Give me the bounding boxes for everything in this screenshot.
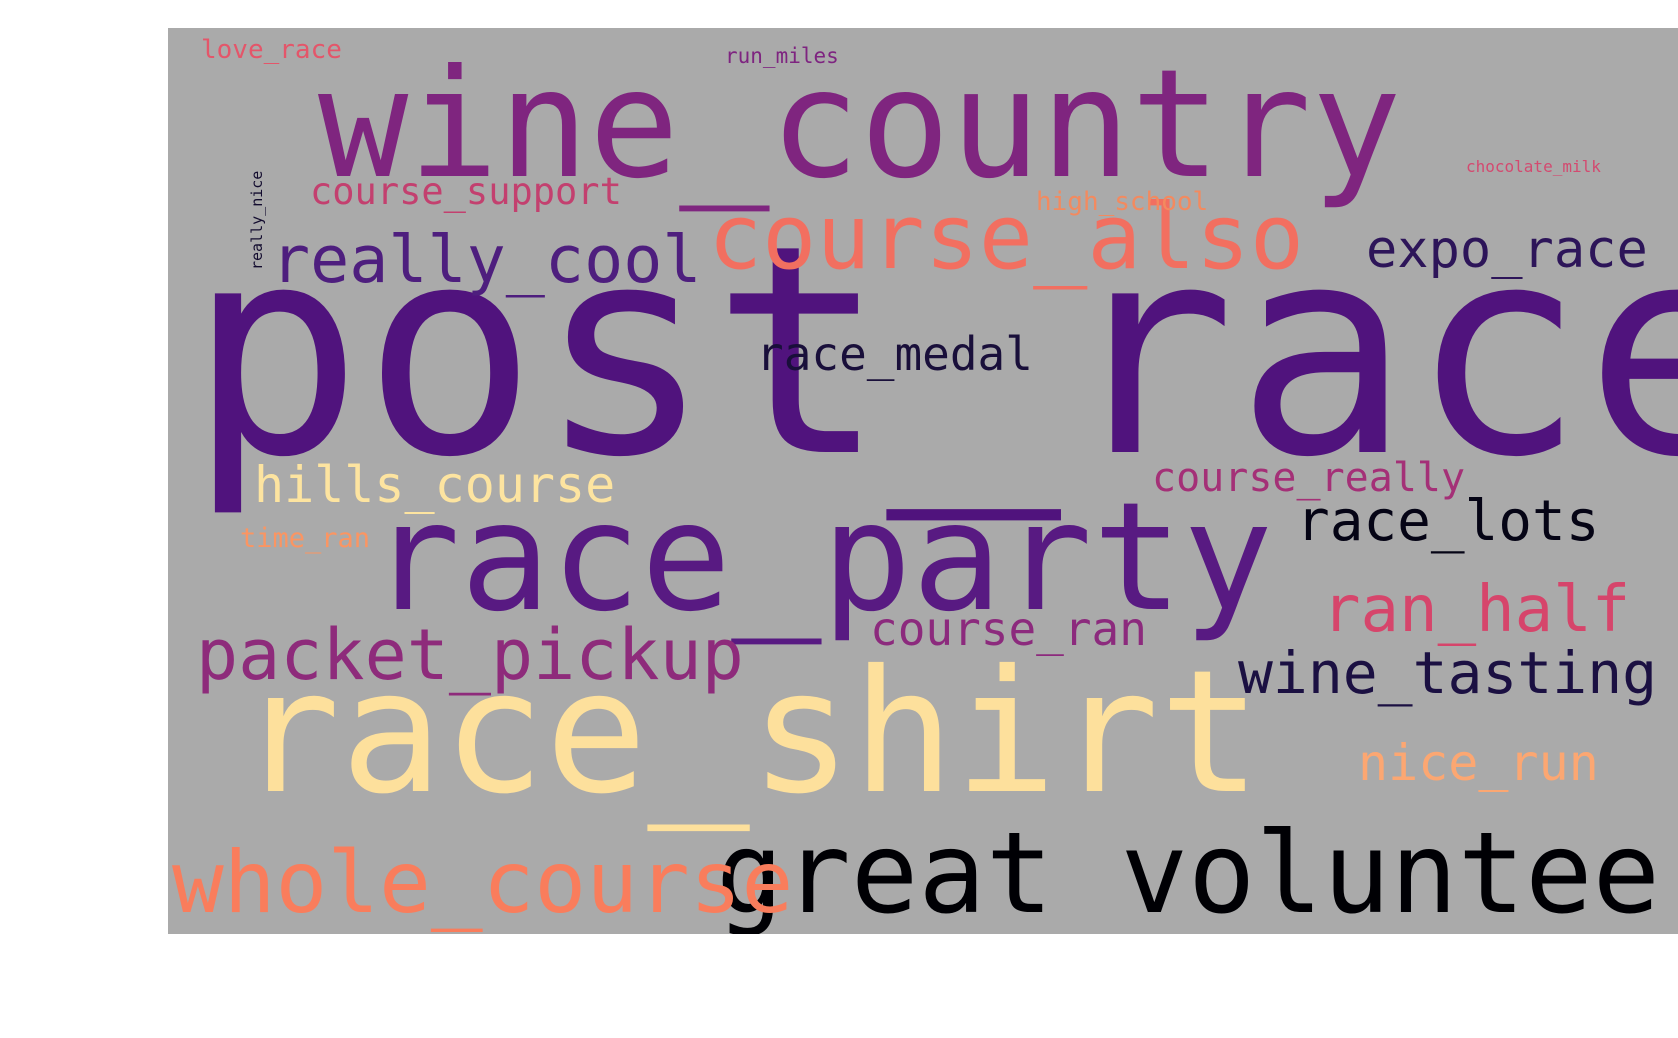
word-course-ran: course_ran: [870, 602, 1147, 656]
word-course-support: course_support: [310, 170, 622, 213]
word-time-ran: time_ran: [240, 523, 371, 554]
word-packet-pickup: packet_pickup: [196, 614, 744, 696]
word-really-nice: really_nice: [248, 170, 266, 270]
word-race-party: race_party: [370, 471, 1274, 645]
word-chocolate-milk: chocolate_milk: [1466, 157, 1601, 176]
word-expo-race: expo_race: [1366, 220, 1648, 280]
word-hills-course: hills_course: [254, 456, 616, 514]
word-whole-course: whole_course: [172, 833, 794, 933]
word-race-medal: race_medal: [756, 327, 1033, 381]
word-love-race: love_race: [201, 35, 342, 65]
word-great-volunteers: great_volunteers: [716, 809, 1678, 934]
word-course-also: course_also: [708, 185, 1305, 290]
word-wine-tasting: wine_tasting: [1238, 639, 1658, 707]
word-post-race: post_race: [188, 184, 1678, 521]
word-ran-half: ran_half: [1322, 573, 1631, 647]
word-course-really: course_really: [1152, 455, 1466, 501]
word-nice-run: nice_run: [1358, 734, 1599, 792]
word-race-lots: race_lots: [1296, 489, 1600, 554]
word-high-school: high_school: [1036, 187, 1209, 217]
word-run-miles: run_miles: [725, 44, 839, 68]
word-wine-country: wine_country: [318, 38, 1402, 212]
word-race-shirt: race_shirt: [238, 634, 1262, 832]
word-cloud: post_race wine_country race_party race_s…: [168, 28, 1678, 934]
word-really-cool: really_cool: [271, 223, 702, 298]
